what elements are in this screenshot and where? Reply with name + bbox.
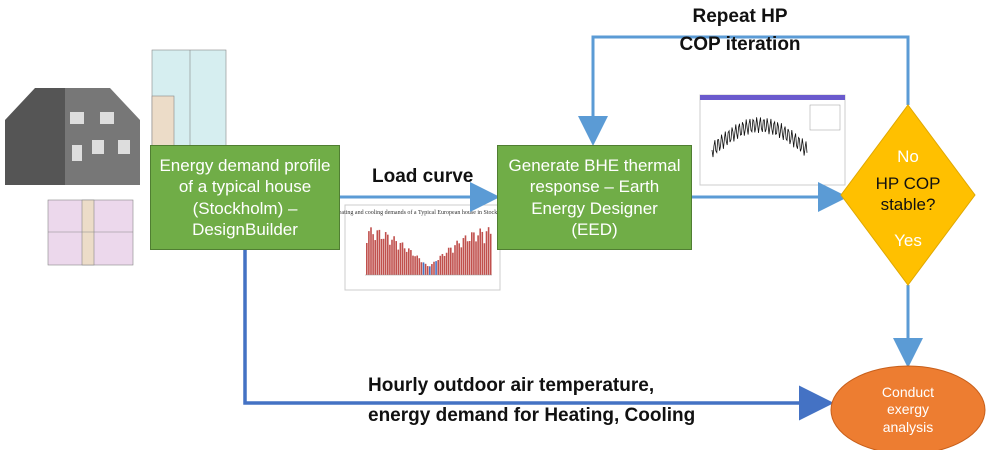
thumbnail-bar <box>461 247 463 275</box>
thumbnail-bar <box>381 239 383 275</box>
edge-label: Repeat HP <box>692 6 787 27</box>
thumbnail-bar <box>435 261 437 275</box>
decision-no: No <box>897 147 919 166</box>
thumbnail-bar <box>471 232 473 275</box>
thumbnail-bar <box>377 230 379 275</box>
thumbnail-bar <box>475 241 477 275</box>
thumbnail-bar <box>437 260 439 275</box>
thumbnail-bar <box>473 232 475 275</box>
edge-label: energy demand for Heating, Cooling <box>368 405 695 426</box>
house-image <box>5 88 140 185</box>
thumbnail-bar <box>488 227 490 275</box>
thumbnail-title: Heating and cooling demands of a Typical… <box>334 209 509 216</box>
thumbnail-bar <box>442 254 444 275</box>
edge-label: COP iteration <box>679 34 800 55</box>
thumbnail-bar <box>465 235 467 275</box>
floor-plan <box>152 50 226 148</box>
thumbnail-bar <box>408 248 410 275</box>
thumbnail-bar <box>469 241 471 275</box>
thumbnail-bar <box>370 227 372 275</box>
thumbnail-bar <box>454 245 456 275</box>
thumbnail-bar <box>431 264 433 275</box>
thumbnail-bar <box>389 245 391 275</box>
floor-plan <box>48 200 133 265</box>
chart-thumbnail <box>345 205 500 290</box>
thumbnail-bar <box>463 238 465 275</box>
thumbnail-bar <box>467 241 469 275</box>
thumbnail-bar <box>412 256 414 275</box>
thumbnail-bar <box>450 248 452 275</box>
thumbnail-bar <box>366 243 368 275</box>
thumbnail-bar <box>368 231 370 275</box>
thumbnail-bar <box>486 231 488 275</box>
thumbnail-bar <box>402 242 404 275</box>
thumbnail-bar <box>479 228 481 275</box>
thumbnail-bar <box>393 236 395 275</box>
edge-label: Hourly outdoor air temperature, <box>368 375 654 396</box>
thumbnail-bar <box>482 232 484 275</box>
thumbnail-bar <box>374 240 376 275</box>
decision-label: HP COP stable? <box>868 170 948 218</box>
eed-thumbnail <box>700 95 845 185</box>
diagram: Heating and cooling demands of a Typical… <box>0 0 1003 450</box>
thumbnail-bar <box>456 241 458 275</box>
thumbnail-bar <box>385 232 387 275</box>
thumbnail-bar <box>414 256 416 275</box>
thumbnail-bar <box>387 235 389 275</box>
thumbnail-bar <box>391 240 393 275</box>
thumbnail-bar <box>419 258 421 275</box>
thumbnail-bar <box>383 239 385 275</box>
thumbnail-bar <box>484 243 486 275</box>
thumbnail-bar <box>446 253 448 275</box>
thumbnail-bar <box>433 262 435 275</box>
thumbnail-bar <box>427 266 429 275</box>
thumbnail-bar <box>477 235 479 275</box>
thumbnail-bar <box>444 256 446 275</box>
process-box: Energy demand profile of a typical house… <box>150 145 340 250</box>
thumbnail-bar <box>423 262 425 275</box>
decision-yes: Yes <box>894 231 922 250</box>
thumbnail-bar <box>416 256 418 275</box>
thumbnail-bar <box>429 266 431 275</box>
thumbnail-bar <box>490 234 492 275</box>
thumbnail-bar <box>379 230 381 275</box>
thumbnail-bar <box>410 250 412 275</box>
thumbnail-bar <box>404 248 406 275</box>
thumbnail-bar <box>458 243 460 275</box>
thumbnail-bar <box>440 256 442 275</box>
thumbnail-bar <box>406 252 408 275</box>
thumbnail-bar <box>448 248 450 275</box>
thumbnail-bar <box>421 262 423 275</box>
edge-label: Load curve <box>372 166 473 187</box>
thumbnail-bar <box>372 234 374 275</box>
thumbnail-bar <box>398 250 400 275</box>
thumbnail-bar <box>400 243 402 275</box>
thumbnail-bar <box>452 253 454 275</box>
terminal-label: Conduct exergy analysis <box>865 378 951 442</box>
thumbnail-bar <box>395 241 397 275</box>
process-box: Generate BHE thermal response – Earth En… <box>497 145 692 250</box>
thumbnail-bar <box>425 264 427 275</box>
